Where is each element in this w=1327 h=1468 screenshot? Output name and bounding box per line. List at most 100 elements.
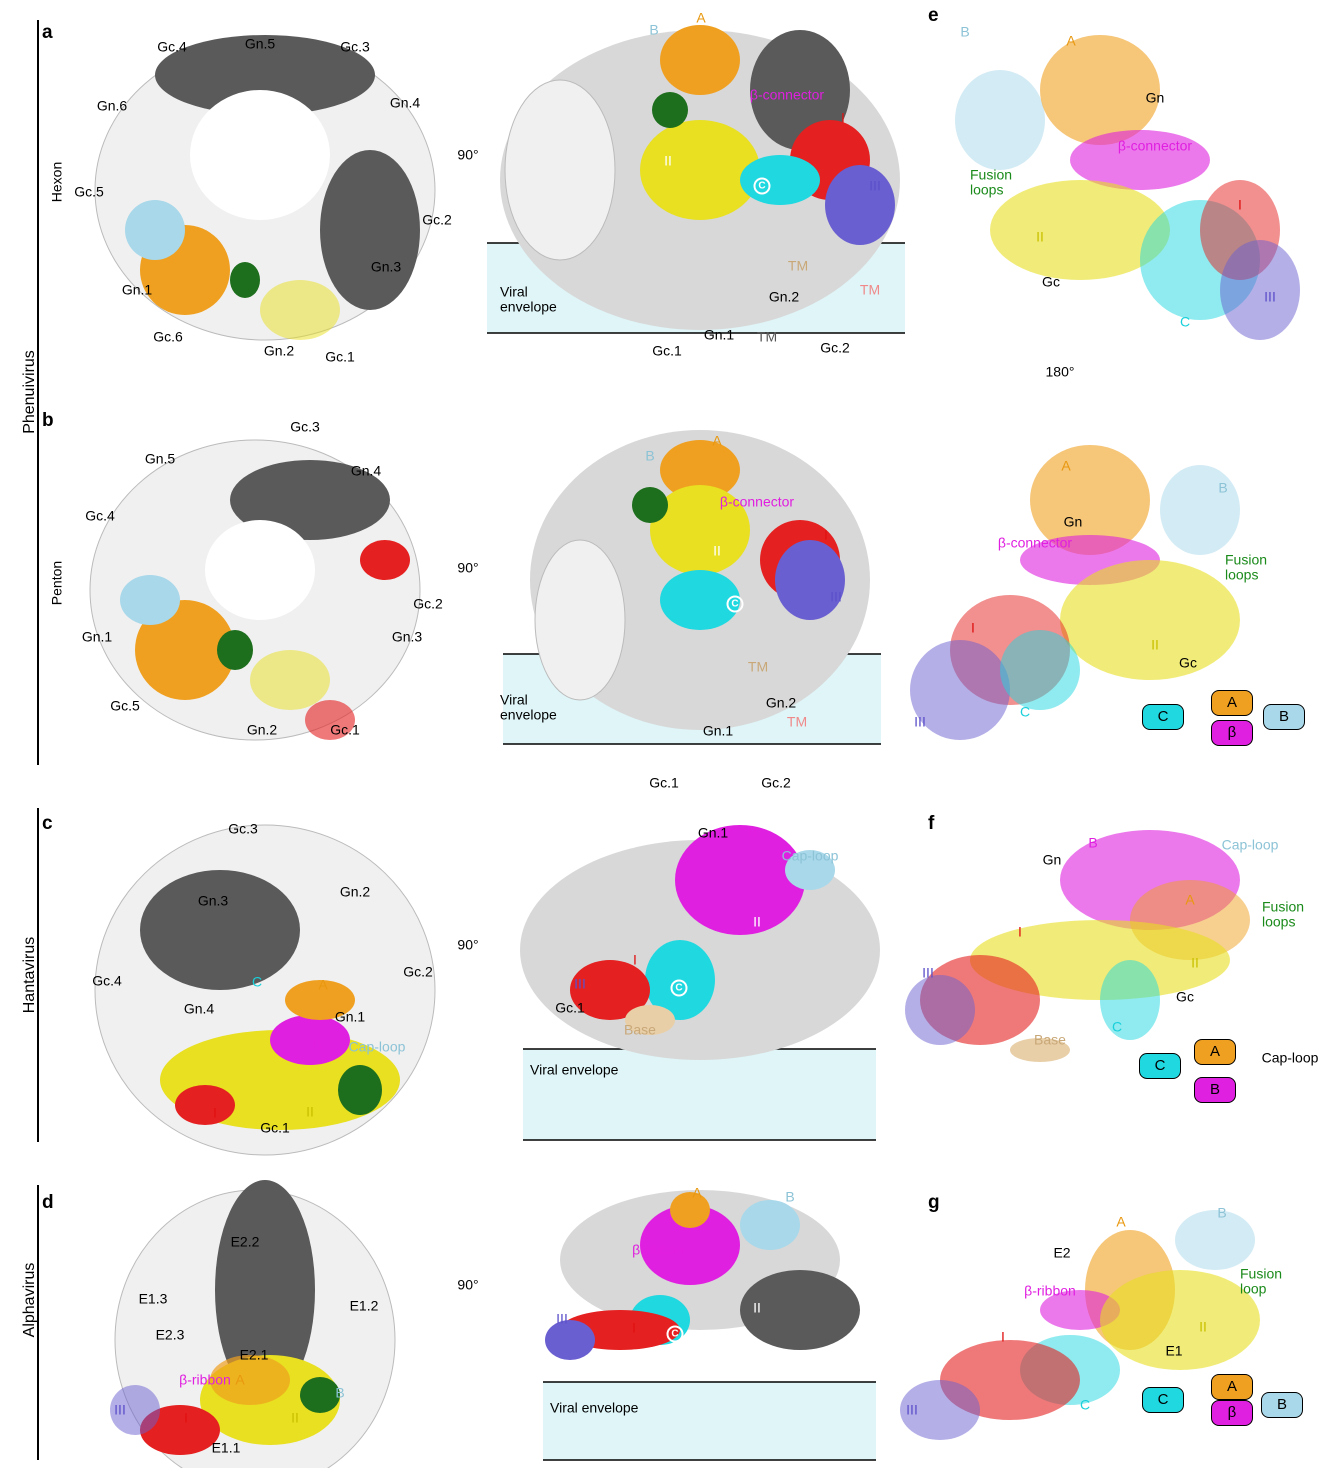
schematic-box: C xyxy=(1142,704,1184,730)
structure-shape xyxy=(338,1065,382,1115)
label: A xyxy=(1061,457,1071,474)
structure-shape xyxy=(260,280,340,340)
label: Gc.1 xyxy=(260,1119,290,1136)
structure-shape xyxy=(905,975,975,1045)
panel-letter: c xyxy=(42,813,53,834)
label: Gn.2 xyxy=(246,721,278,738)
label: II xyxy=(1151,636,1159,653)
label: III xyxy=(914,713,926,730)
label: 90° xyxy=(457,559,479,576)
label: Gn.1 xyxy=(697,824,729,841)
structure-shape xyxy=(523,1049,876,1140)
label: β-ribbon xyxy=(179,1371,231,1388)
label: Gc xyxy=(1042,273,1060,290)
structure-shape xyxy=(640,120,760,220)
label: I xyxy=(632,1319,636,1336)
label: Gn.4 xyxy=(350,462,382,479)
label: C xyxy=(251,973,263,990)
label: Gc.1 xyxy=(555,999,585,1016)
structure-shape xyxy=(140,870,300,990)
label: B xyxy=(748,824,758,841)
label: Gc.1 xyxy=(330,721,360,738)
label: B xyxy=(785,1188,795,1205)
structure-shape xyxy=(740,1200,800,1250)
label: Gc.2 xyxy=(422,211,452,228)
label: C xyxy=(753,177,771,195)
structure-shape xyxy=(110,1385,160,1435)
label: Gn.3 xyxy=(197,892,229,909)
label: 90° xyxy=(457,936,479,953)
label: II xyxy=(1191,954,1199,971)
structure-shape xyxy=(135,600,235,700)
label: TM xyxy=(787,257,809,274)
structure-shape xyxy=(210,1355,290,1405)
structure-shape xyxy=(990,180,1170,280)
label: C xyxy=(1079,1396,1091,1413)
label: Gc.1 xyxy=(652,342,682,359)
label: E2.2 xyxy=(230,1233,260,1250)
structure-shape xyxy=(250,650,330,710)
label: II xyxy=(291,1409,299,1426)
schematic-box: C xyxy=(1142,1387,1184,1413)
label: Gc.5 xyxy=(110,697,140,714)
label: C xyxy=(1019,703,1031,720)
label: Gc.2 xyxy=(403,963,433,980)
structure-shape xyxy=(230,460,390,540)
schematic-box: C xyxy=(1139,1053,1181,1079)
structure-shape xyxy=(640,1205,740,1285)
structure-shape xyxy=(660,570,740,630)
label: A xyxy=(1066,32,1076,49)
label: A xyxy=(318,976,328,993)
label: Gc.6 xyxy=(153,328,183,345)
label: III xyxy=(574,975,586,992)
label: III xyxy=(556,1310,568,1327)
panel-letter: e xyxy=(928,5,939,26)
label: Alphavirus xyxy=(21,1262,39,1338)
label: A xyxy=(692,1184,702,1201)
label: I xyxy=(184,1409,188,1426)
structure-shape xyxy=(1220,240,1300,340)
label: E2 xyxy=(1053,1244,1071,1261)
schematic-box: B xyxy=(1194,1077,1236,1103)
label: β-connector xyxy=(749,86,825,103)
label: C xyxy=(666,1325,684,1343)
structure-shape xyxy=(1060,560,1240,680)
structure-shape xyxy=(543,1382,876,1460)
label: A xyxy=(712,432,722,449)
schematic-box: β xyxy=(1211,1400,1253,1426)
label: II xyxy=(1199,1318,1207,1335)
label: β-ribbon xyxy=(1024,1282,1076,1299)
label: I xyxy=(1001,1328,1005,1345)
label: III xyxy=(830,588,842,605)
structure-shape xyxy=(285,980,355,1020)
label: TM xyxy=(786,713,808,730)
label: C xyxy=(1179,313,1191,330)
label: Gc.1 xyxy=(649,774,679,791)
schematic-box: β xyxy=(1211,720,1253,746)
structure-shape xyxy=(955,70,1045,170)
label: E2.1 xyxy=(239,1346,269,1363)
structure-shape xyxy=(740,1270,860,1350)
structure-shape xyxy=(120,575,180,625)
panel-letter: b xyxy=(42,410,54,431)
label: Hexon xyxy=(48,161,65,203)
structure-shape xyxy=(825,165,895,245)
label: Gc.5 xyxy=(74,183,104,200)
structure-shape xyxy=(305,700,355,740)
label: II xyxy=(753,1299,761,1316)
structure-shape xyxy=(230,262,260,298)
structure-shape xyxy=(785,850,835,890)
label: Gn.3 xyxy=(391,628,423,645)
label: Gc.3 xyxy=(340,38,370,55)
label: Gc.4 xyxy=(92,972,122,989)
structure-shape xyxy=(1000,630,1080,710)
label: Base xyxy=(1034,1031,1066,1048)
label: II xyxy=(306,1103,314,1120)
label: TM xyxy=(747,658,769,675)
structure-shape xyxy=(1040,35,1160,145)
structure-shape xyxy=(300,1377,340,1413)
label: Cap-loop xyxy=(1261,1049,1319,1066)
label: Gn.1 xyxy=(703,326,735,343)
label: III xyxy=(869,177,881,194)
